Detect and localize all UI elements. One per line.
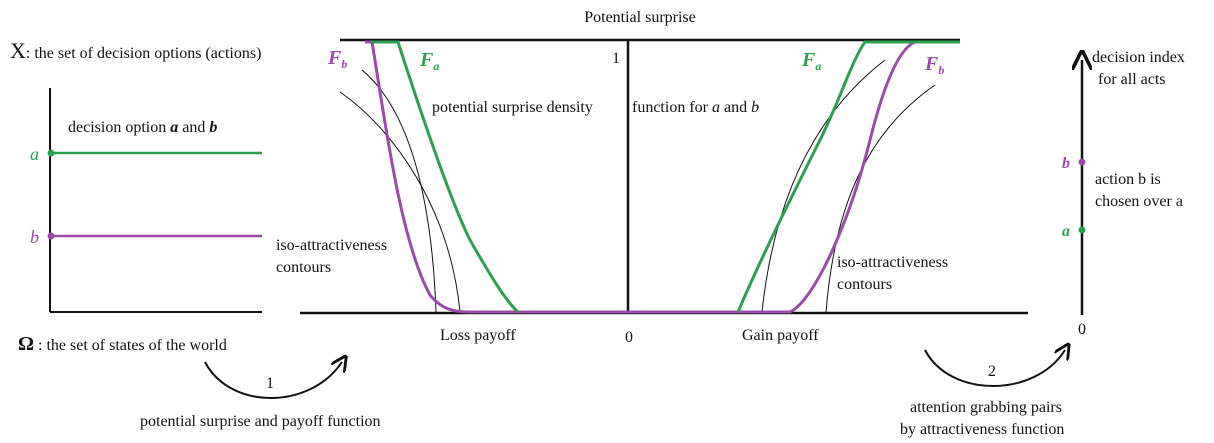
value-label: 1 bbox=[612, 50, 620, 67]
curve-fa bbox=[372, 40, 520, 314]
zero-label: 0 bbox=[1078, 321, 1086, 338]
states-label: Ω : the set of states of the world bbox=[18, 333, 227, 355]
axis-label: decision index for all acts bbox=[1092, 49, 1185, 88]
dot bbox=[47, 149, 55, 157]
axis-label: Gain payoff bbox=[742, 327, 819, 344]
curve-label: Fa bbox=[419, 49, 439, 73]
axis-label: X: the set of decision options (actions) bbox=[10, 38, 261, 63]
dot bbox=[1078, 226, 1086, 234]
left-panel: X: the set of decision options (actions)… bbox=[10, 38, 262, 355]
curve-label: Fb bbox=[327, 47, 347, 71]
arrow-caption: potential surprise and payoff function bbox=[140, 413, 381, 430]
note: action b is chosen over a bbox=[1095, 171, 1183, 210]
curve-label: Fa bbox=[801, 49, 821, 73]
option-label: b bbox=[30, 227, 39, 247]
curve-fa bbox=[736, 40, 960, 313]
arrow-caption: attention grabbing pairs by attractivenes… bbox=[900, 399, 1064, 438]
dot bbox=[1078, 158, 1086, 166]
curved-arrow bbox=[924, 350, 1065, 387]
curve-fb bbox=[365, 40, 960, 314]
arrow-number: 1 bbox=[266, 375, 274, 392]
heading: decision option a and b bbox=[68, 119, 217, 136]
contour bbox=[339, 91, 461, 313]
option-label: b bbox=[1062, 155, 1070, 172]
title: Potential surprise bbox=[584, 9, 696, 26]
curve-label: Fb bbox=[924, 53, 944, 77]
contour-label: iso-attractiveness contours bbox=[276, 237, 387, 276]
contour bbox=[361, 69, 437, 313]
option-label: a bbox=[30, 144, 39, 164]
curved-arrow bbox=[204, 362, 342, 399]
zero-label: 0 bbox=[625, 329, 633, 346]
arrow-number: 2 bbox=[988, 363, 996, 380]
axis-label: Loss payoff bbox=[440, 327, 516, 344]
center-panel bbox=[300, 38, 1028, 315]
contour bbox=[761, 59, 886, 313]
density-label: potential surprise density function for … bbox=[432, 99, 759, 116]
dot bbox=[47, 232, 55, 240]
contour-label: iso-attractiveness contours bbox=[837, 254, 948, 293]
option-label: a bbox=[1062, 223, 1070, 240]
